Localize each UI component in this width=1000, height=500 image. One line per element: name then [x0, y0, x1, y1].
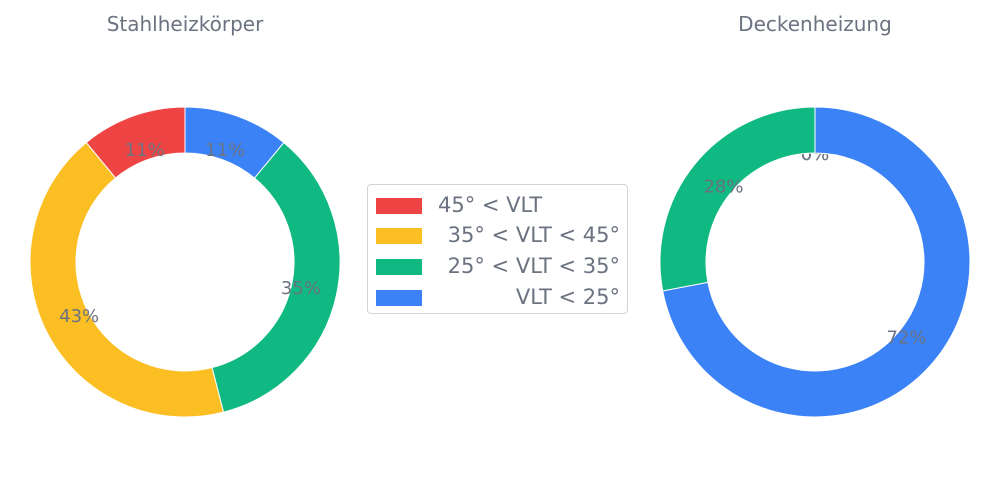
donut-data-label-0-0: 11% — [125, 140, 165, 161]
donut-data-label-0-2: 35% — [281, 278, 321, 299]
donut-slice-0-2 — [211, 141, 341, 413]
chart-title-deckenheizung: Deckenheizung — [738, 12, 892, 36]
legend-label: 25° < VLT < 35° — [447, 254, 620, 278]
donut-data-label-0-3: 11% — [205, 140, 245, 161]
donut-deckenheizung: 0%0%28%72% — [659, 106, 971, 418]
legend: 45° < VLT 35° < VLT < 45° 25° < VLT < 35… — [367, 184, 628, 314]
donut-slice-0-1 — [29, 141, 225, 418]
donut-slice-0-3 — [184, 106, 285, 179]
legend-swatch — [376, 259, 422, 275]
chart-title-stahlheizkoerper: Stahlheizkörper — [107, 12, 264, 36]
legend-item-25-35-vlt: 25° < VLT < 35° — [376, 254, 620, 278]
legend-item-vlt-25: VLT < 25° — [376, 285, 620, 309]
legend-label: 45° < VLT — [438, 193, 543, 217]
legend-swatch — [376, 290, 422, 306]
donut-data-label-1-2: 28% — [703, 176, 743, 197]
donut-slice-1-2 — [659, 106, 816, 292]
donut-slice-1-3 — [662, 106, 971, 418]
legend-item-45-vlt: 45° < VLT — [376, 193, 620, 217]
legend-swatch — [376, 228, 422, 244]
legend-label: 35° < VLT < 45° — [447, 223, 620, 247]
donut-data-label-0-1: 43% — [59, 306, 99, 327]
legend-label: VLT < 25° — [515, 285, 620, 309]
legend-item-35-45-vlt: 35° < VLT < 45° — [376, 223, 620, 247]
legend-swatch — [376, 198, 422, 214]
donut-data-label-1-3: 72% — [887, 328, 927, 349]
donut-stahlheizkoerper: 11% 43% 35% 11% — [29, 106, 341, 418]
